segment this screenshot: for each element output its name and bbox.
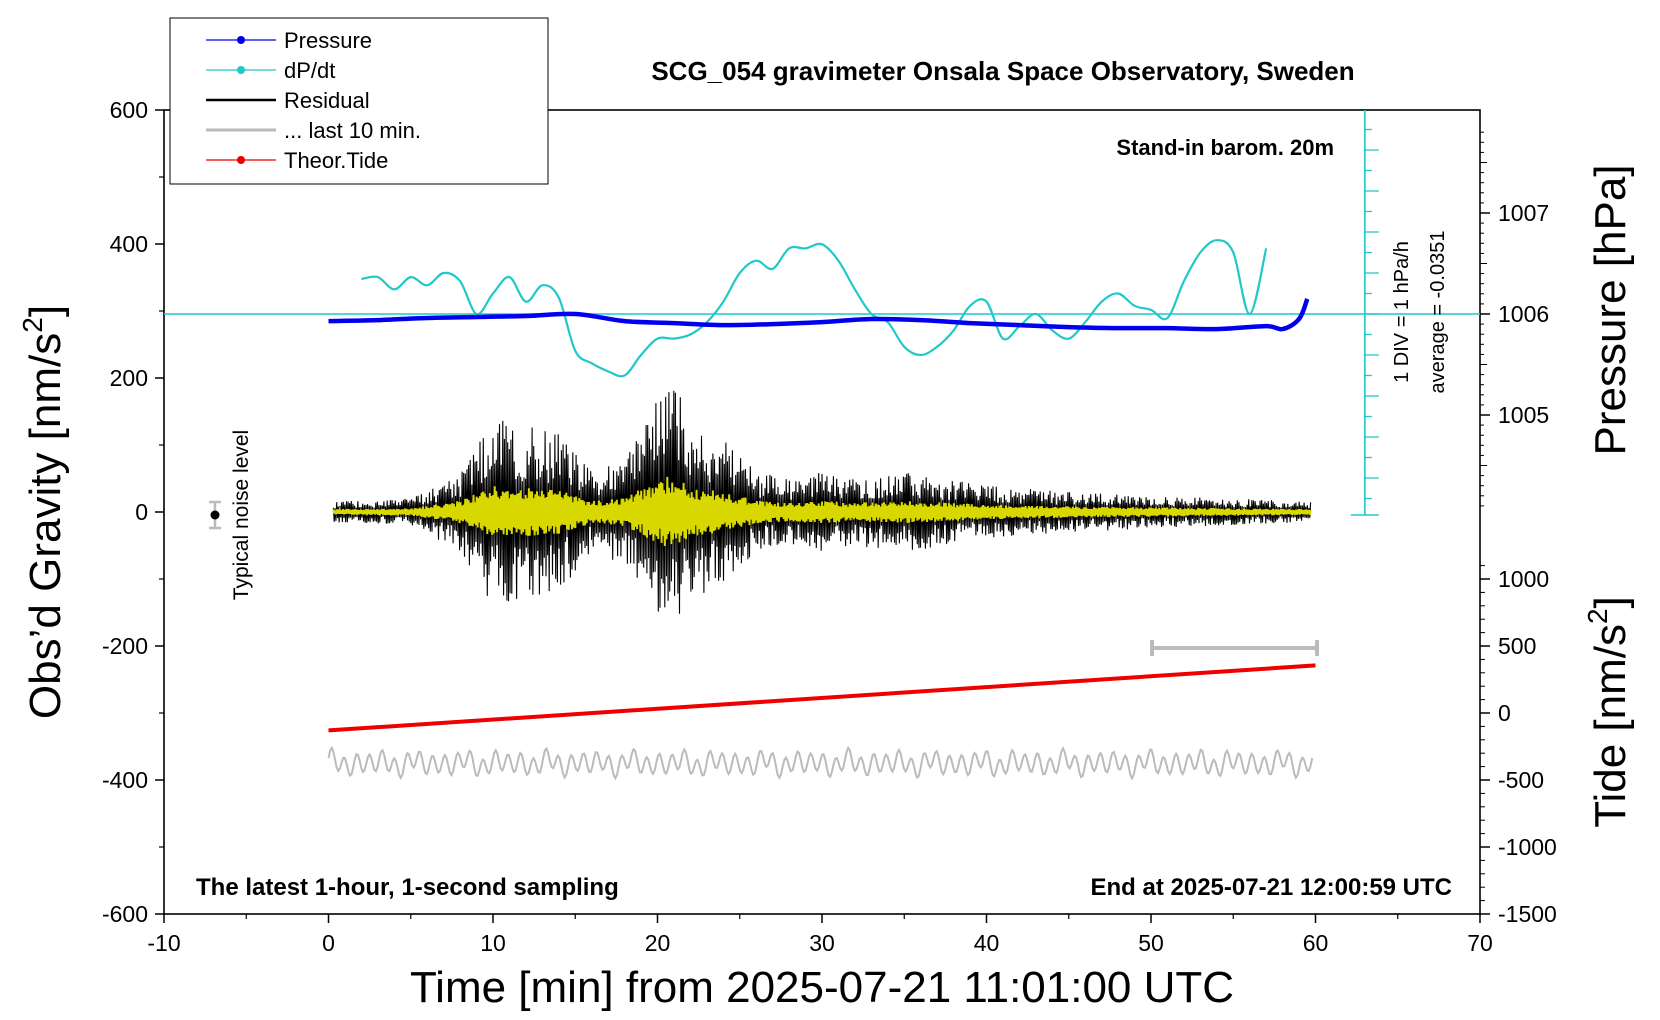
end-time-note: End at 2025-07-21 12:00:59 UTC bbox=[1091, 874, 1453, 901]
legend-entry-pressure: Pressure bbox=[206, 28, 372, 53]
tide-tick-label: -1500 bbox=[1498, 901, 1557, 927]
x-tick-label: 40 bbox=[974, 930, 1000, 956]
y-axis-label-end: ] bbox=[21, 305, 70, 317]
residual-series-line bbox=[332, 390, 1312, 614]
legend-entry-tide: Theor.Tide bbox=[206, 148, 388, 173]
y-axis-label: Obs’d Gravity [nm/s2] bbox=[17, 305, 70, 719]
legend-entry-residual: Residual bbox=[206, 88, 370, 113]
legend: Pressure dP/dt Residual ... last 10 min.… bbox=[169, 17, 549, 185]
x-axis-label: Time [min] from 2025-07-21 11:01:00 UTC bbox=[410, 963, 1234, 1012]
x-tick-label: 50 bbox=[1138, 930, 1164, 956]
x-tick-label: 10 bbox=[480, 930, 506, 956]
last10-bracket bbox=[1150, 640, 1319, 656]
x-axis-ticks: -10 0 10 20 30 40 50 60 70 bbox=[147, 914, 1493, 956]
tide-axis-label-main: Tide [nm/s bbox=[1586, 624, 1635, 828]
sampling-note: The latest 1-hour, 1-second sampling bbox=[196, 874, 619, 901]
tide-tick-label: -1000 bbox=[1498, 834, 1557, 860]
y-tick-label: -400 bbox=[102, 767, 148, 793]
stand-in-barometer-note: Stand-in barom. 20m bbox=[1116, 135, 1334, 160]
legend-entry-dpdt: dP/dt bbox=[206, 58, 335, 83]
legend-label-last10: ... last 10 min. bbox=[284, 118, 421, 143]
y-axis-ticks: -600 -400 -200 0 200 400 600 bbox=[102, 97, 164, 927]
noise-level-marker bbox=[209, 500, 221, 530]
residual-filtered-line bbox=[332, 476, 1312, 547]
y-axis-label-main: Obs’d Gravity [nm/s bbox=[21, 333, 70, 719]
dpdt-average-note: average = -0.0351 bbox=[1427, 231, 1449, 394]
chart-title: SCG_054 gravimeter Onsala Space Observat… bbox=[651, 56, 1354, 86]
dpdt-scale-axis bbox=[1350, 110, 1379, 516]
noise-level-label: Typical noise level bbox=[230, 430, 253, 600]
y-tick-label: 200 bbox=[110, 365, 148, 391]
pressure-axis-ticks: 1005 1006 1007 bbox=[1480, 131, 1549, 507]
tide-axis-label-end: ] bbox=[1586, 596, 1635, 608]
pressure-tick-label: 1006 bbox=[1498, 301, 1549, 327]
legend-label-pressure: Pressure bbox=[284, 28, 372, 53]
legend-label-dpdt: dP/dt bbox=[284, 58, 335, 83]
legend-entry-last10: ... last 10 min. bbox=[206, 118, 421, 143]
legend-label-residual: Residual bbox=[284, 88, 370, 113]
x-tick-label: 60 bbox=[1303, 930, 1329, 956]
pressure-series-line bbox=[328, 298, 1310, 332]
y-tick-label: 400 bbox=[110, 231, 148, 257]
pressure-axis-label: Pressure [hPa] bbox=[1586, 164, 1635, 455]
x-tick-label: 30 bbox=[809, 930, 835, 956]
y-tick-label: 600 bbox=[110, 97, 148, 123]
y-tick-label: -200 bbox=[102, 633, 148, 659]
tide-tick-label: -500 bbox=[1498, 767, 1544, 793]
tide-axis-label: Tide [nm/s2] bbox=[1582, 596, 1635, 828]
x-tick-label: 0 bbox=[322, 930, 335, 956]
pressure-tick-label: 1005 bbox=[1498, 402, 1549, 428]
tide-series-line bbox=[328, 663, 1316, 733]
tide-tick-label: 0 bbox=[1498, 700, 1511, 726]
dpdt-series-line bbox=[361, 239, 1268, 378]
x-tick-label: 20 bbox=[645, 930, 671, 956]
x-tick-label: 70 bbox=[1467, 930, 1493, 956]
y-axis-label-sup: 2 bbox=[17, 317, 48, 333]
pressure-tick-label: 1007 bbox=[1498, 200, 1549, 226]
y-tick-label: -600 bbox=[102, 901, 148, 927]
last10-series-line bbox=[327, 745, 1314, 781]
dpdt-division-note: 1 DIV = 1 hPa/h bbox=[1391, 241, 1413, 383]
y-tick-label: 0 bbox=[135, 499, 148, 525]
x-tick-label: -10 bbox=[147, 930, 180, 956]
tide-tick-label: 500 bbox=[1498, 633, 1536, 659]
tide-axis-ticks: 1000 500 0 -500 -1000 -1500 bbox=[1480, 565, 1557, 927]
legend-label-tide: Theor.Tide bbox=[284, 148, 388, 173]
tide-axis-label-sup: 2 bbox=[1582, 608, 1613, 624]
tide-tick-label: 1000 bbox=[1498, 566, 1549, 592]
